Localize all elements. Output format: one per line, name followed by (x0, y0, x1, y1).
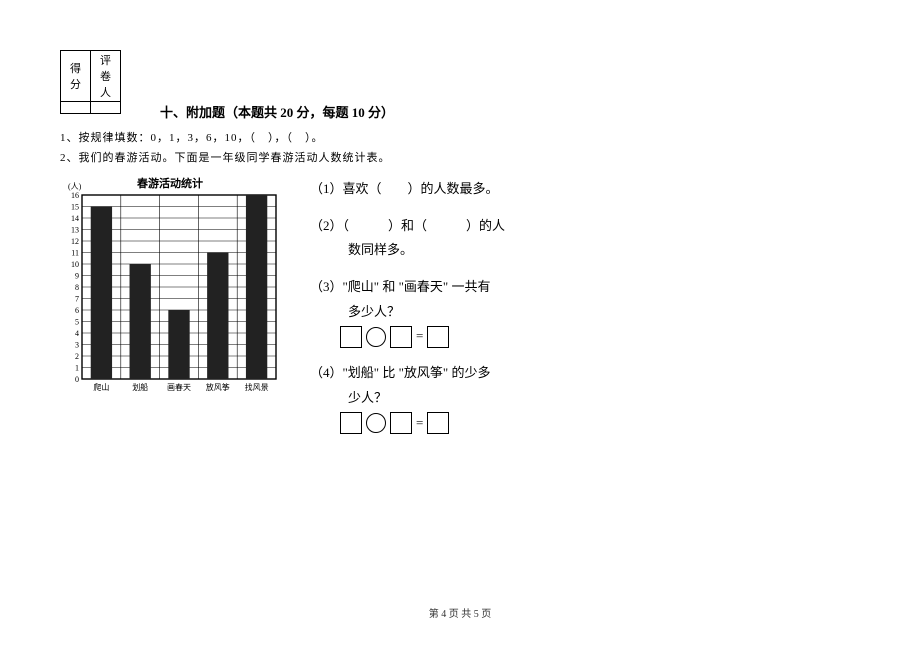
svg-text:14: 14 (71, 214, 79, 223)
result-box (427, 326, 449, 348)
svg-text:0: 0 (75, 375, 79, 384)
svg-text:2: 2 (75, 352, 79, 361)
svg-text:13: 13 (71, 226, 79, 235)
page-footer: 第 4 页 共 5 页 (0, 605, 920, 620)
sub-q1: （1）喜欢（ ）的人数最多。 (310, 177, 860, 202)
equation-row-1: = (340, 324, 860, 349)
svg-text:1: 1 (75, 364, 79, 373)
operand-box (340, 412, 362, 434)
equals-sign: = (416, 411, 423, 436)
svg-text:3: 3 (75, 341, 79, 350)
sub-q4: （4）"划船" 比 "放风筝" 的少多 少人？ = (310, 361, 860, 435)
sub-q3: （3）"爬山" 和 "画春天" 一共有 多少人？ = (310, 275, 860, 349)
operand-box (390, 326, 412, 348)
svg-text:划船: 划船 (132, 382, 148, 392)
sub-q4-line1: （4）"划船" 比 "放风筝" 的少多 (310, 365, 490, 380)
result-box (427, 412, 449, 434)
svg-text:画春天: 画春天 (167, 382, 191, 392)
sub-questions: （1）喜欢（ ）的人数最多。 （2）（ ）和（ ）的人 数同样多。 （3）"爬山… (280, 177, 860, 447)
svg-text:10: 10 (71, 260, 79, 269)
equation-row-2: = (340, 411, 860, 436)
svg-text:(人): (人) (68, 182, 82, 191)
svg-text:15: 15 (71, 203, 79, 212)
sub-q3-line2: 多少人？ (348, 304, 400, 319)
svg-text:5: 5 (75, 318, 79, 327)
grader-label: 评卷人 (91, 51, 121, 102)
svg-text:8: 8 (75, 283, 79, 292)
svg-text:6: 6 (75, 306, 79, 315)
bar-chart: (人)春游活动统计012345678910111213141516爬山划船画春天… (60, 177, 280, 397)
operand-box (390, 412, 412, 434)
score-label: 得分 (61, 51, 91, 102)
grader-cell (91, 102, 121, 114)
sub-q2-line2: 数同样多。 (348, 242, 413, 257)
svg-text:春游活动统计: 春游活动统计 (137, 177, 203, 190)
question-2: 2、我们的春游活动。下面是一年级同学春游活动人数统计表。 (60, 149, 860, 165)
score-table: 得分 评卷人 (60, 50, 121, 114)
sub-q2-line1: （2）（ ）和（ ）的人 (310, 218, 505, 233)
chart-area: (人)春游活动统计012345678910111213141516爬山划船画春天… (60, 177, 280, 447)
operator-circle (366, 327, 386, 347)
svg-text:9: 9 (75, 272, 79, 281)
bar-chart-svg: (人)春游活动统计012345678910111213141516爬山划船画春天… (60, 177, 280, 397)
operand-box (340, 326, 362, 348)
sub-q2: （2）（ ）和（ ）的人 数同样多。 (310, 214, 860, 263)
svg-text:7: 7 (75, 295, 79, 304)
section-title: 十、附加题（本题共 20 分，每题 10 分） (160, 102, 860, 121)
score-cell (61, 102, 91, 114)
sub-q4-line2: 少人？ (348, 390, 387, 405)
operator-circle (366, 413, 386, 433)
svg-text:放风筝: 放风筝 (206, 382, 230, 392)
equals-sign: = (416, 324, 423, 349)
svg-text:找风景: 找风景 (245, 382, 269, 392)
svg-text:11: 11 (71, 249, 79, 258)
svg-text:4: 4 (75, 329, 79, 338)
svg-text:爬山: 爬山 (93, 382, 109, 392)
svg-text:12: 12 (71, 237, 79, 246)
sub-q3-line1: （3）"爬山" 和 "画春天" 一共有 (310, 279, 490, 294)
question-1: 1、按规律填数：0，1，3，6，10，（ ），（ ）。 (60, 129, 860, 145)
svg-text:16: 16 (71, 191, 79, 200)
